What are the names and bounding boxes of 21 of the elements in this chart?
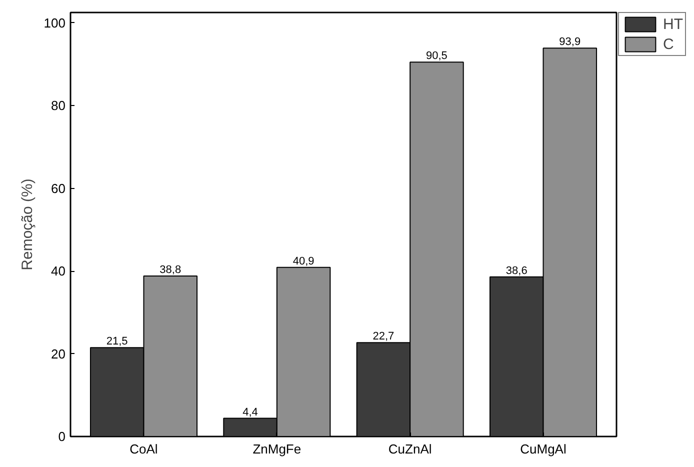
data-label: 38,6 <box>506 264 528 277</box>
data-label: 21,5 <box>106 336 128 348</box>
legend-label: HT <box>663 16 683 32</box>
data-label: 93,9 <box>559 36 581 48</box>
y-tick-label: 80 <box>51 98 66 114</box>
y-tick-label: 60 <box>51 180 66 196</box>
legend-label: C <box>663 36 675 52</box>
data-label: 4,4 <box>242 406 258 418</box>
y-tick-label: 40 <box>51 264 66 279</box>
y-tick-label: 0 <box>58 429 66 444</box>
data-label: 22,7 <box>372 330 394 343</box>
x-tick-label: ZnMgFe <box>252 442 302 456</box>
data-label: 40,9 <box>292 255 314 268</box>
data-label: 90,5 <box>426 50 448 62</box>
data-label: 38,8 <box>160 264 182 276</box>
y-tick-label: 100 <box>44 15 66 30</box>
y-tick-label: 20 <box>51 346 66 362</box>
x-tick-label: CuZnAl <box>388 442 432 456</box>
y-axis-title: Remoção (%) <box>18 178 36 270</box>
x-tick-label: CoAl <box>130 442 158 456</box>
x-tick-label: CuMgAl <box>520 442 566 456</box>
